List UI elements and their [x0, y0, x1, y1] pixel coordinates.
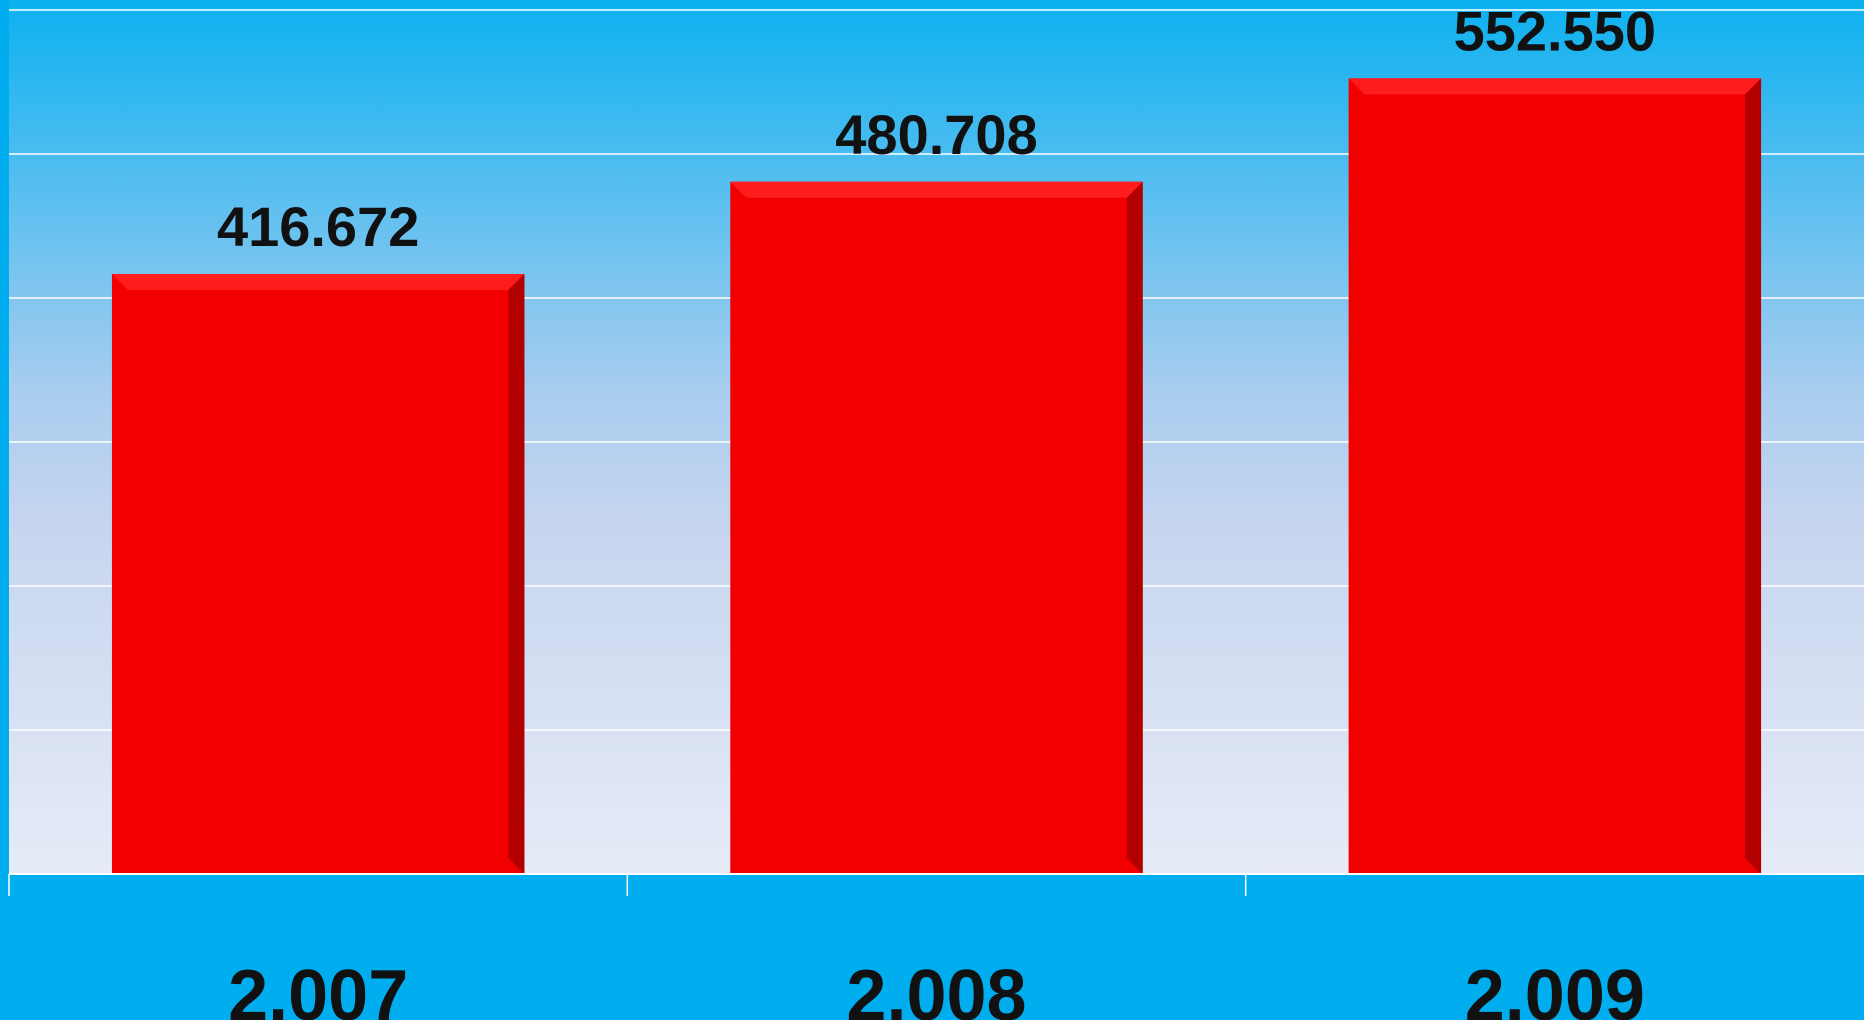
- x-axis: [8, 873, 1864, 896]
- category-labels: 2.007 2.008 2.009: [228, 956, 1645, 1020]
- value-labels: 416.672 480.708 552.550: [217, 0, 1656, 258]
- bar: [730, 181, 1143, 874]
- x-tick-label: 2.009: [1465, 956, 1645, 1020]
- x-tick-label: 2.007: [228, 956, 408, 1020]
- bar: [111, 273, 525, 874]
- bar-value-label: 480.708: [835, 103, 1037, 166]
- bar-value-label: 416.672: [217, 195, 419, 258]
- x-tick-label: 2.008: [846, 956, 1026, 1020]
- bars: [111, 78, 1762, 874]
- bar: [1348, 78, 1762, 874]
- axis-band: [0, 874, 1864, 1020]
- bar-value-label: 552.550: [1454, 0, 1656, 62]
- left-edge: [0, 0, 9, 874]
